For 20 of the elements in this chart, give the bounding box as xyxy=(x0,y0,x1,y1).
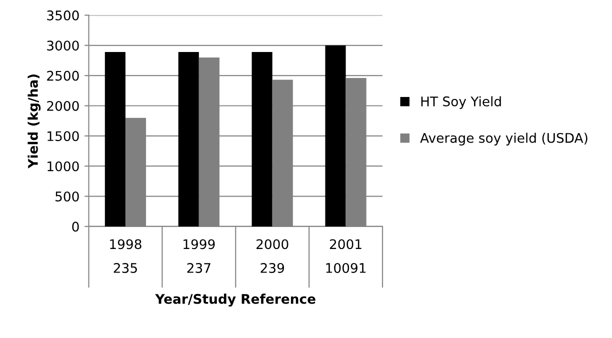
y-tick-label: 3000 xyxy=(47,40,79,51)
x-tick-label: 2001 10091 xyxy=(326,239,366,273)
y-tick-label: 1500 xyxy=(48,131,79,142)
x-axis-title: Year/Study Reference xyxy=(155,294,316,307)
y-tick-label: 2500 xyxy=(47,70,79,81)
y-axis-title: Yield (kg/ha) xyxy=(28,74,41,168)
x-tick-label: 1998 235 xyxy=(110,239,142,273)
y-tick-label: 500 xyxy=(56,192,79,202)
x-tick-label: 1999 237 xyxy=(184,239,215,273)
y-tick-label: 1000 xyxy=(48,161,79,172)
legend-label: Average soy yield (USDA) xyxy=(420,132,588,146)
y-tick-label: 3500 xyxy=(47,10,79,20)
y-tick-label: 2000 xyxy=(47,100,79,111)
bar xyxy=(104,52,126,226)
legend-label: HT Soy Yield xyxy=(421,96,501,109)
bar xyxy=(178,52,199,226)
bar xyxy=(252,52,272,226)
x-tick-label: 2000 239 xyxy=(256,239,288,273)
bar xyxy=(325,45,346,226)
y-tick-label: 0 xyxy=(72,222,79,232)
